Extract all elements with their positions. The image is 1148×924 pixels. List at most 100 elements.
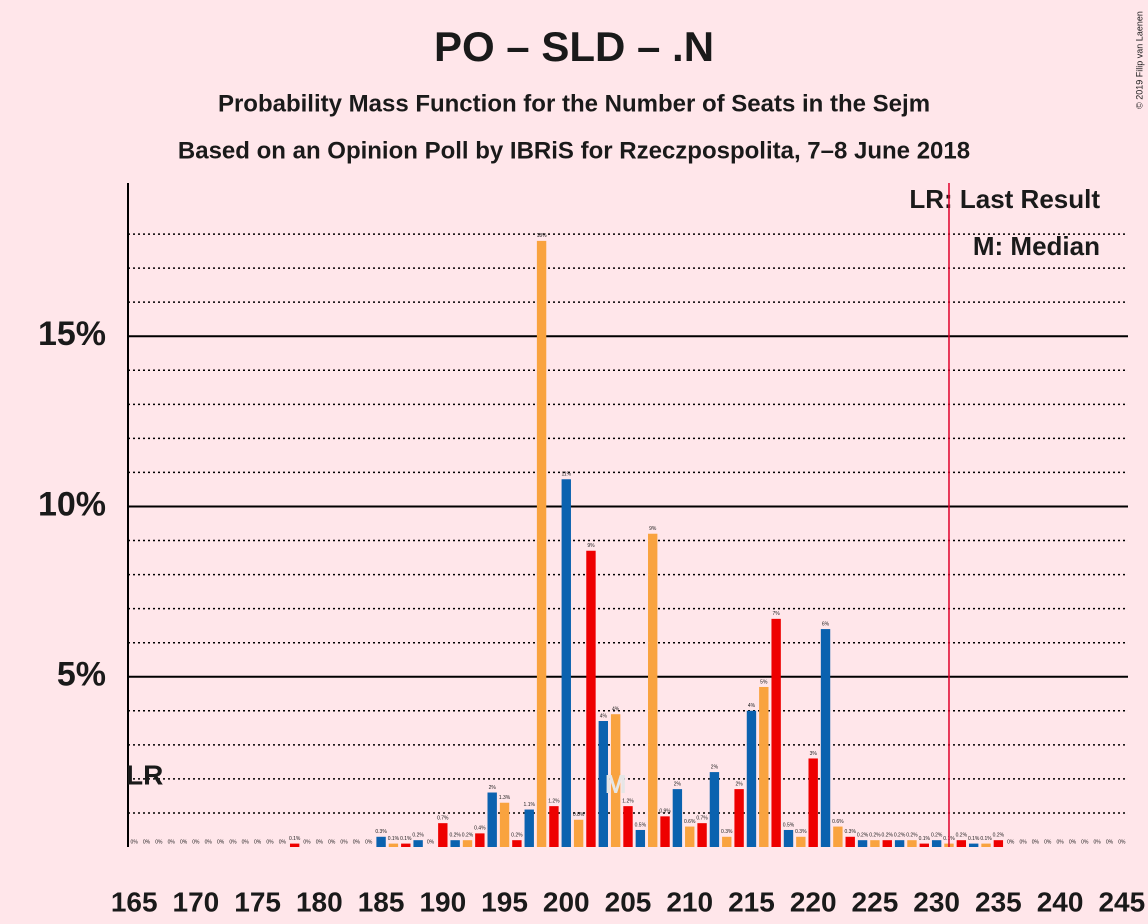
value-label: 0% xyxy=(316,839,324,845)
value-label: 1.1% xyxy=(524,802,536,808)
value-label: 0.2% xyxy=(412,833,424,839)
value-label: 5% xyxy=(760,679,768,685)
bar xyxy=(697,823,707,847)
y-tick-label: 5% xyxy=(57,656,106,694)
x-tick-label: 235 xyxy=(975,886,1022,917)
value-label: 0.7% xyxy=(437,815,449,821)
value-label: 0.3% xyxy=(795,829,807,835)
value-label: 0.1% xyxy=(968,836,980,842)
value-label: 9% xyxy=(649,526,657,532)
bar xyxy=(833,826,843,847)
value-label: 4% xyxy=(748,703,756,709)
bar xyxy=(660,816,670,847)
bar xyxy=(919,843,929,847)
value-label: 0% xyxy=(427,839,435,845)
x-tick-label: 185 xyxy=(358,886,405,917)
value-label: 0.4% xyxy=(474,826,486,832)
value-label: 0% xyxy=(1081,839,1089,845)
value-label: 0% xyxy=(353,839,361,845)
value-label: 0% xyxy=(1044,839,1052,845)
value-label: 4% xyxy=(612,707,620,713)
x-tick-label: 225 xyxy=(852,886,899,917)
x-tick-label: 210 xyxy=(666,886,713,917)
value-label: 0% xyxy=(266,839,274,845)
bar xyxy=(586,550,596,847)
bar xyxy=(968,843,979,847)
bar xyxy=(993,840,1004,847)
bar xyxy=(685,826,695,847)
y-tick-label: 15% xyxy=(38,315,106,353)
bar xyxy=(907,840,917,847)
value-label: 0.6% xyxy=(684,819,696,825)
value-label: 0.2% xyxy=(906,833,918,839)
value-label: 0.2% xyxy=(449,833,461,839)
bar xyxy=(598,721,608,847)
value-label: 0.3% xyxy=(721,829,733,835)
value-label: 0% xyxy=(340,839,348,845)
value-label: 0% xyxy=(303,839,311,845)
value-label: 0% xyxy=(1056,839,1064,845)
bar xyxy=(882,840,892,847)
value-label: 0.1% xyxy=(980,836,992,842)
x-tick-label: 190 xyxy=(419,886,466,917)
value-label: 0% xyxy=(1118,839,1126,845)
y-tick-label: 10% xyxy=(38,485,106,523)
bar xyxy=(759,686,769,847)
value-label: 0.5% xyxy=(635,822,647,828)
value-label: 0.2% xyxy=(511,833,523,839)
bar xyxy=(536,240,547,847)
bar xyxy=(956,840,967,847)
x-tick-label: 175 xyxy=(234,886,281,917)
bar xyxy=(931,840,942,847)
value-label: 0% xyxy=(229,839,237,845)
bar xyxy=(771,618,781,847)
bar xyxy=(573,819,584,847)
x-tick-label: 240 xyxy=(1037,886,1084,917)
chart-subtitle: Probability Mass Function for the Number… xyxy=(218,90,930,117)
bar xyxy=(734,789,744,847)
value-label: 0.5% xyxy=(783,822,795,828)
bar xyxy=(413,840,423,847)
value-label: 1.3% xyxy=(499,795,511,801)
x-tick-label: 170 xyxy=(173,886,220,917)
value-label: 0.9% xyxy=(659,809,671,815)
last-result-label: LR xyxy=(126,759,163,790)
copyright: © 2019 Filip van Laenen xyxy=(1134,11,1144,109)
chart-subtitle: Based on an Opinion Poll by IBRiS for Rz… xyxy=(178,137,970,164)
value-label: 0% xyxy=(1069,839,1077,845)
bar xyxy=(610,714,621,847)
bar xyxy=(450,840,460,847)
value-label: 0.2% xyxy=(956,833,968,839)
value-label: 0% xyxy=(1007,839,1015,845)
bar xyxy=(709,772,720,847)
value-label: 0% xyxy=(279,839,287,845)
bar xyxy=(857,840,868,847)
value-label: 3% xyxy=(810,751,818,757)
value-label: 0% xyxy=(365,839,373,845)
value-label: 9% xyxy=(587,543,595,549)
x-tick-label: 180 xyxy=(296,886,343,917)
value-label: 11% xyxy=(561,472,571,478)
bar xyxy=(635,829,646,847)
value-label: 2% xyxy=(674,781,682,787)
legend-entry: LR: Last Result xyxy=(909,184,1100,214)
x-tick-label: 215 xyxy=(728,886,775,917)
value-label: 0.2% xyxy=(993,833,1005,839)
x-tick-label: 165 xyxy=(111,886,158,917)
value-label: 0.2% xyxy=(857,833,869,839)
value-label: 2% xyxy=(735,781,743,787)
value-label: 0.6% xyxy=(832,819,844,825)
value-label: 0% xyxy=(180,839,188,845)
value-label: 0% xyxy=(155,839,163,845)
value-label: 1.2% xyxy=(622,798,634,804)
value-label: 0.2% xyxy=(882,833,894,839)
value-label: 0% xyxy=(254,839,262,845)
value-label: 0% xyxy=(1019,839,1027,845)
bar xyxy=(796,836,806,847)
value-label: 0.2% xyxy=(462,833,474,839)
bar xyxy=(549,806,559,847)
value-label: 2% xyxy=(489,785,497,791)
value-label: 0.1% xyxy=(400,836,412,842)
x-tick-label: 220 xyxy=(790,886,837,917)
